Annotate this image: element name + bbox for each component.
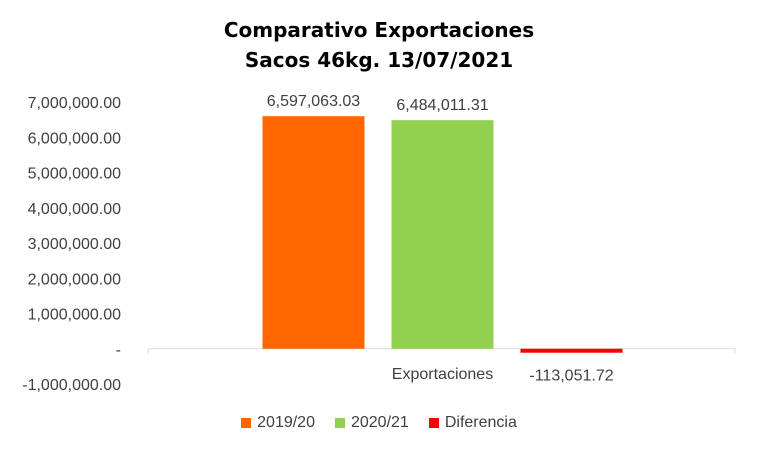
legend-swatch — [428, 418, 439, 428]
bar-2019-20 — [262, 116, 365, 349]
y-tick-label: -1,000,000.00 — [22, 377, 121, 394]
y-tick-label: 3,000,000.00 — [28, 236, 122, 253]
x-category-label: Exportaciones — [392, 366, 493, 383]
legend-item: Diferencia — [428, 414, 517, 432]
y-tick-label: - — [116, 342, 121, 359]
y-tick-label: 5,000,000.00 — [28, 166, 122, 183]
y-tick-label: 2,000,000.00 — [28, 271, 122, 288]
chart-legend: 2019/20 2020/21 Diferencia — [0, 414, 758, 432]
bar-2020-21 — [391, 120, 494, 349]
chart-title-line2: Sacos 46kg. 13/07/2021 — [244, 48, 514, 72]
data-label: 6,484,011.31 — [396, 97, 488, 114]
legend-label: Diferencia — [444, 414, 517, 431]
y-tick-label: 1,000,000.00 — [28, 307, 122, 324]
legend-label: 2020/21 — [350, 414, 409, 431]
legend-swatch — [241, 418, 252, 428]
legend-label: 2019/20 — [257, 414, 315, 431]
y-tick-label: 6,000,000.00 — [28, 130, 122, 147]
data-label: 6,597,063.03 — [267, 93, 361, 110]
chart-title-line1: Comparativo Exportaciones — [223, 18, 535, 42]
bar-diferencia — [520, 348, 623, 353]
legend-swatch — [334, 418, 345, 428]
y-tick-label: 4,000,000.00 — [28, 201, 122, 218]
data-label: -113,051.72 — [529, 368, 613, 385]
legend-item: 2019/20 — [241, 414, 315, 432]
y-tick-label: 7,000,000.00 — [28, 95, 122, 112]
legend-item: 2020/21 — [334, 414, 409, 432]
